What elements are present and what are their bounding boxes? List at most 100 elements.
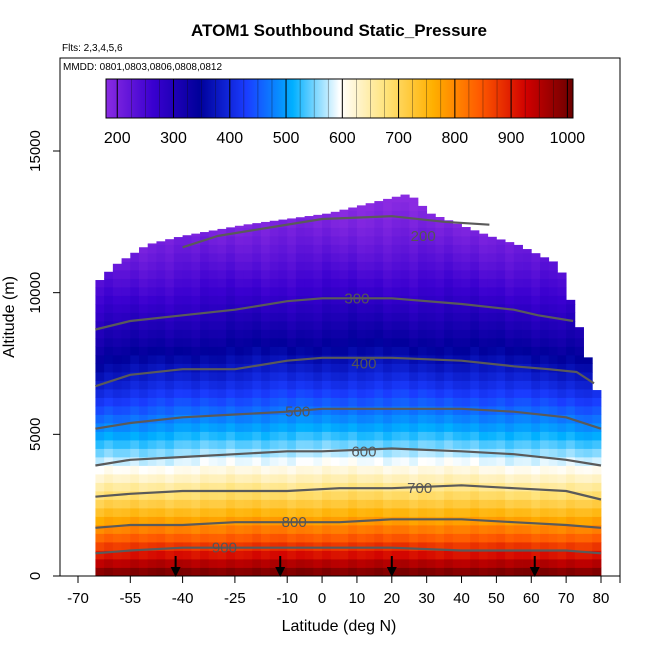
heatmap-cell bbox=[531, 482, 541, 492]
heatmap-cell bbox=[121, 329, 131, 339]
heatmap-cell bbox=[269, 261, 279, 271]
heatmap-cell bbox=[531, 474, 541, 483]
heatmap-cell bbox=[348, 346, 358, 356]
heatmap-cell bbox=[417, 338, 428, 347]
heatmap-cell bbox=[330, 338, 340, 347]
heatmap-cell bbox=[426, 213, 436, 220]
heatmap-cell bbox=[287, 329, 297, 339]
heatmap-cell bbox=[452, 414, 462, 424]
heatmap-cell bbox=[487, 287, 497, 296]
heatmap-cell bbox=[539, 516, 550, 526]
heatmap-cell bbox=[391, 559, 401, 568]
heatmap-cell bbox=[548, 397, 558, 407]
heatmap-cell bbox=[348, 525, 358, 534]
heatmap-cell bbox=[539, 448, 550, 458]
heatmap-cell bbox=[191, 380, 201, 390]
heatmap-cell bbox=[243, 525, 253, 534]
heatmap-cell bbox=[165, 261, 175, 271]
heatmap-cell bbox=[191, 236, 201, 245]
heatmap-cell bbox=[104, 465, 114, 475]
heatmap-cell bbox=[252, 482, 262, 492]
heatmap-cell bbox=[522, 542, 532, 551]
heatmap-cell bbox=[173, 533, 183, 543]
heatmap-cell bbox=[470, 295, 480, 305]
heatmap-cell bbox=[165, 363, 175, 373]
contour-line-800 bbox=[95, 518, 602, 529]
heatmap-cell bbox=[531, 550, 541, 560]
heatmap-cell bbox=[574, 508, 584, 517]
heatmap-cell bbox=[365, 397, 375, 407]
flight-arrow-head bbox=[386, 567, 397, 577]
heatmap-cell bbox=[313, 491, 323, 500]
heatmap-cell bbox=[574, 550, 584, 560]
heatmap-cell bbox=[243, 389, 253, 398]
heatmap-cell bbox=[531, 406, 541, 415]
heatmap-cell bbox=[173, 270, 183, 279]
heatmap-cell bbox=[95, 346, 105, 356]
heatmap-cell bbox=[278, 516, 288, 526]
heatmap-cell bbox=[269, 363, 279, 373]
heatmap-cell bbox=[409, 440, 419, 449]
heatmap-cell bbox=[452, 278, 462, 288]
heatmap-cell bbox=[452, 499, 462, 509]
heatmap-cell bbox=[295, 338, 306, 347]
heatmap-cell bbox=[496, 312, 506, 322]
heatmap-cell bbox=[339, 372, 349, 381]
heatmap-cell bbox=[95, 431, 105, 441]
heatmap-cell bbox=[391, 423, 401, 432]
heatmap-cell bbox=[147, 465, 157, 475]
heatmap-cell bbox=[226, 389, 236, 398]
heatmap-cell bbox=[513, 440, 523, 449]
heatmap-cell bbox=[165, 406, 175, 415]
heatmap-cell bbox=[278, 244, 288, 254]
heatmap-cell bbox=[365, 372, 375, 381]
heatmap-cell bbox=[121, 355, 131, 364]
heatmap-cell bbox=[374, 321, 384, 330]
heatmap-cell bbox=[417, 227, 428, 237]
heatmap-cell bbox=[191, 516, 201, 526]
heatmap-cell bbox=[400, 227, 410, 237]
heatmap-cell bbox=[208, 406, 218, 415]
heatmap-cell bbox=[104, 338, 114, 347]
heatmap-cell bbox=[121, 261, 131, 271]
heatmap-cell bbox=[391, 431, 401, 441]
heatmap-cell bbox=[435, 372, 445, 381]
heatmap-cell bbox=[513, 448, 523, 458]
heatmap-cell bbox=[226, 270, 236, 279]
heatmap-cell bbox=[330, 542, 340, 551]
heatmap-cell bbox=[409, 202, 419, 211]
heatmap-cell bbox=[121, 550, 131, 560]
heatmap-cell bbox=[566, 465, 576, 475]
heatmap-cell bbox=[139, 491, 149, 500]
heatmap-cell bbox=[356, 227, 367, 237]
heatmap-cell bbox=[452, 516, 462, 526]
heatmap-cell bbox=[383, 304, 393, 313]
heatmap-cell bbox=[522, 261, 532, 271]
heatmap-cell bbox=[165, 440, 175, 449]
heatmap-cell bbox=[330, 397, 340, 407]
heatmap-cell bbox=[391, 227, 401, 237]
heatmap-cell bbox=[287, 542, 297, 551]
heatmap-cell bbox=[322, 236, 332, 245]
heatmap-cell bbox=[374, 525, 384, 534]
heatmap-cell bbox=[121, 482, 131, 492]
heatmap-cell bbox=[444, 295, 454, 305]
heatmap-cell bbox=[435, 363, 445, 373]
heatmap-cell bbox=[444, 440, 454, 449]
heatmap-cell bbox=[104, 414, 114, 424]
heatmap-cell bbox=[269, 465, 279, 475]
heatmap-cell bbox=[513, 261, 523, 271]
heatmap-cell bbox=[269, 220, 279, 228]
heatmap-cell bbox=[513, 380, 523, 390]
heatmap-cell bbox=[592, 559, 602, 568]
heatmap-cell bbox=[287, 244, 297, 254]
heatmap-cell bbox=[261, 295, 271, 305]
heatmap-cell bbox=[261, 499, 271, 509]
heatmap-cell bbox=[287, 380, 297, 390]
heatmap-cell bbox=[391, 465, 401, 475]
heatmap-cell bbox=[304, 270, 314, 279]
heatmap-cell bbox=[226, 236, 236, 245]
heatmap-cell bbox=[461, 244, 471, 254]
heatmap-cell bbox=[261, 465, 271, 475]
heatmap-cell bbox=[243, 465, 253, 475]
